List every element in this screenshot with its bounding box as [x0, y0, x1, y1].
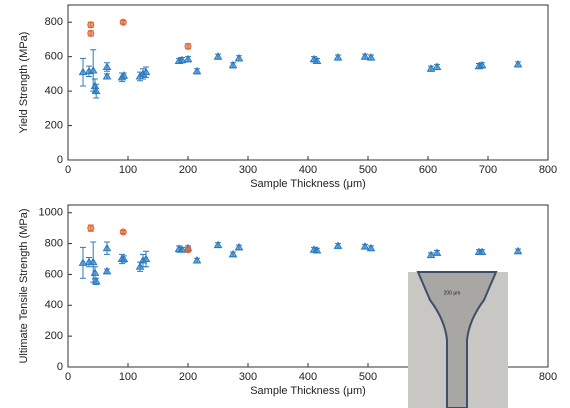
point: [228, 249, 238, 258]
x-tick-label: 500: [359, 371, 377, 383]
point: [513, 59, 523, 68]
x-tick-label: 200: [179, 164, 197, 176]
point: [91, 86, 101, 95]
point: [234, 242, 244, 251]
point: [184, 246, 192, 254]
x-axis-label: Sample Thickness (μm): [250, 385, 366, 397]
point: [192, 256, 202, 264]
point: [184, 42, 192, 50]
point: [426, 250, 436, 259]
point: [360, 242, 370, 250]
point: [513, 246, 523, 255]
x-tick-label: 800: [539, 371, 557, 383]
y-tick-label: 400: [45, 85, 63, 97]
x-tick-label: 700: [479, 164, 497, 176]
point: [432, 248, 442, 256]
point: [192, 66, 202, 75]
point: [312, 56, 322, 64]
micrograph-inset: 200 μm: [408, 271, 508, 408]
point: [213, 52, 223, 60]
point: [477, 60, 487, 69]
point: [102, 62, 112, 70]
y-axis-label: Yield Strength (MPa): [18, 32, 30, 134]
y-tick-label: 400: [45, 299, 63, 311]
x-tick-label: 100: [119, 371, 137, 383]
point: [228, 60, 238, 69]
point: [183, 54, 193, 63]
point: [141, 67, 151, 76]
y-tick-label: 600: [45, 51, 63, 63]
point: [88, 65, 98, 74]
point: [426, 64, 436, 72]
point: [102, 243, 112, 252]
x-tick-label: 100: [119, 164, 137, 176]
point: [312, 246, 322, 254]
plot-frame: [67, 4, 549, 161]
point: [78, 258, 88, 266]
point: [234, 53, 244, 62]
point: [177, 245, 187, 253]
point: [333, 241, 343, 249]
x-tick-label: 300: [239, 164, 257, 176]
y-tick-label: 600: [45, 268, 63, 280]
point: [213, 240, 223, 249]
y-tick-label: 200: [45, 330, 63, 342]
point: [87, 21, 95, 29]
point: [477, 247, 487, 256]
point: [87, 29, 95, 37]
point: [360, 52, 370, 60]
y-tick-label: 0: [57, 361, 63, 373]
point: [78, 67, 88, 76]
scale-label: 200 μm: [444, 290, 461, 296]
x-axis-label: Sample Thickness (μm): [250, 178, 366, 190]
x-tick-label: 500: [359, 164, 377, 176]
point: [119, 254, 129, 262]
y-tick-label: 1000: [39, 207, 63, 219]
y-tick-label: 0: [57, 154, 63, 166]
point: [366, 53, 376, 61]
point: [90, 81, 100, 89]
y-tick-label: 200: [45, 119, 63, 131]
point: [102, 266, 112, 275]
point: [119, 71, 129, 79]
point: [87, 224, 95, 232]
x-tick-label: 800: [539, 164, 557, 176]
x-tick-label: 200: [179, 371, 197, 383]
point: [119, 18, 127, 26]
point: [366, 243, 376, 252]
x-tick-label: 600: [419, 164, 437, 176]
point: [333, 53, 343, 61]
y-axis-label: Ultimate Tensile Strength (MPa): [18, 208, 30, 363]
point: [432, 62, 442, 70]
point: [177, 55, 187, 64]
point: [119, 228, 127, 236]
point: [90, 268, 100, 276]
x-tick-label: 400: [299, 371, 317, 383]
x-tick-label: 400: [299, 164, 317, 176]
x-tick-label: 0: [65, 371, 71, 383]
point: [102, 71, 112, 80]
point: [91, 276, 101, 285]
x-tick-label: 0: [65, 164, 71, 176]
specimen: [416, 271, 498, 408]
y-tick-label: 800: [45, 16, 63, 28]
point: [135, 262, 145, 270]
x-tick-label: 300: [239, 371, 257, 383]
point: [141, 254, 151, 262]
point: [88, 257, 98, 266]
y-tick-label: 800: [45, 237, 63, 249]
